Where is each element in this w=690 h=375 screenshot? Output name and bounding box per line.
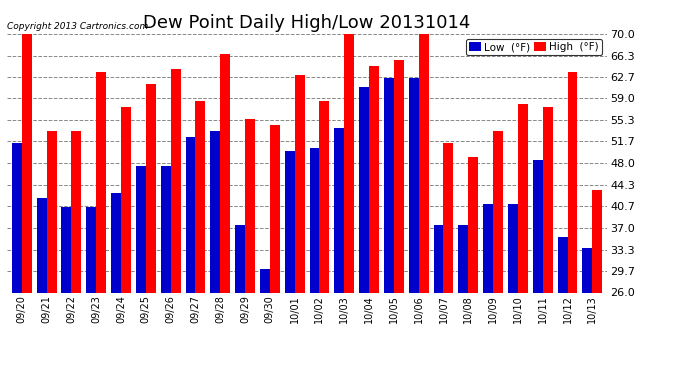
Bar bbox=[567, 72, 578, 292]
Text: Copyright 2013 Cartronics.com: Copyright 2013 Cartronics.com bbox=[7, 22, 148, 31]
Bar bbox=[235, 225, 245, 292]
Bar bbox=[419, 28, 428, 292]
Bar bbox=[61, 207, 71, 292]
Bar bbox=[469, 157, 478, 292]
Bar bbox=[195, 101, 206, 292]
Bar bbox=[518, 104, 528, 292]
Bar bbox=[335, 128, 344, 292]
Bar bbox=[295, 75, 304, 292]
Title: Dew Point Daily High/Low 20131014: Dew Point Daily High/Low 20131014 bbox=[144, 14, 471, 32]
Bar bbox=[369, 66, 379, 292]
Bar bbox=[121, 107, 131, 292]
Bar bbox=[558, 237, 567, 292]
Bar bbox=[533, 160, 543, 292]
Bar bbox=[592, 190, 602, 292]
Bar bbox=[47, 131, 57, 292]
Bar bbox=[444, 142, 453, 292]
Bar bbox=[170, 69, 181, 292]
Bar bbox=[493, 131, 503, 292]
Bar bbox=[22, 34, 32, 292]
Bar bbox=[508, 204, 518, 292]
Legend: Low  (°F), High  (°F): Low (°F), High (°F) bbox=[466, 39, 602, 55]
Bar bbox=[582, 248, 592, 292]
Bar bbox=[12, 142, 22, 292]
Bar bbox=[136, 166, 146, 292]
Bar bbox=[220, 54, 230, 292]
Bar bbox=[310, 148, 319, 292]
Bar bbox=[483, 204, 493, 292]
Bar bbox=[96, 72, 106, 292]
Bar bbox=[285, 152, 295, 292]
Bar bbox=[260, 269, 270, 292]
Bar bbox=[543, 107, 553, 292]
Bar bbox=[433, 225, 444, 292]
Bar bbox=[111, 192, 121, 292]
Bar bbox=[359, 87, 369, 292]
Bar bbox=[146, 84, 156, 292]
Bar bbox=[394, 60, 404, 292]
Bar bbox=[186, 136, 195, 292]
Bar bbox=[86, 207, 96, 292]
Bar bbox=[245, 119, 255, 292]
Bar bbox=[210, 131, 220, 292]
Bar bbox=[319, 101, 329, 292]
Bar bbox=[408, 78, 419, 292]
Bar bbox=[161, 166, 170, 292]
Bar bbox=[344, 31, 354, 292]
Bar bbox=[458, 225, 469, 292]
Bar bbox=[270, 125, 279, 292]
Bar bbox=[384, 78, 394, 292]
Bar bbox=[71, 131, 81, 292]
Bar bbox=[37, 198, 47, 292]
